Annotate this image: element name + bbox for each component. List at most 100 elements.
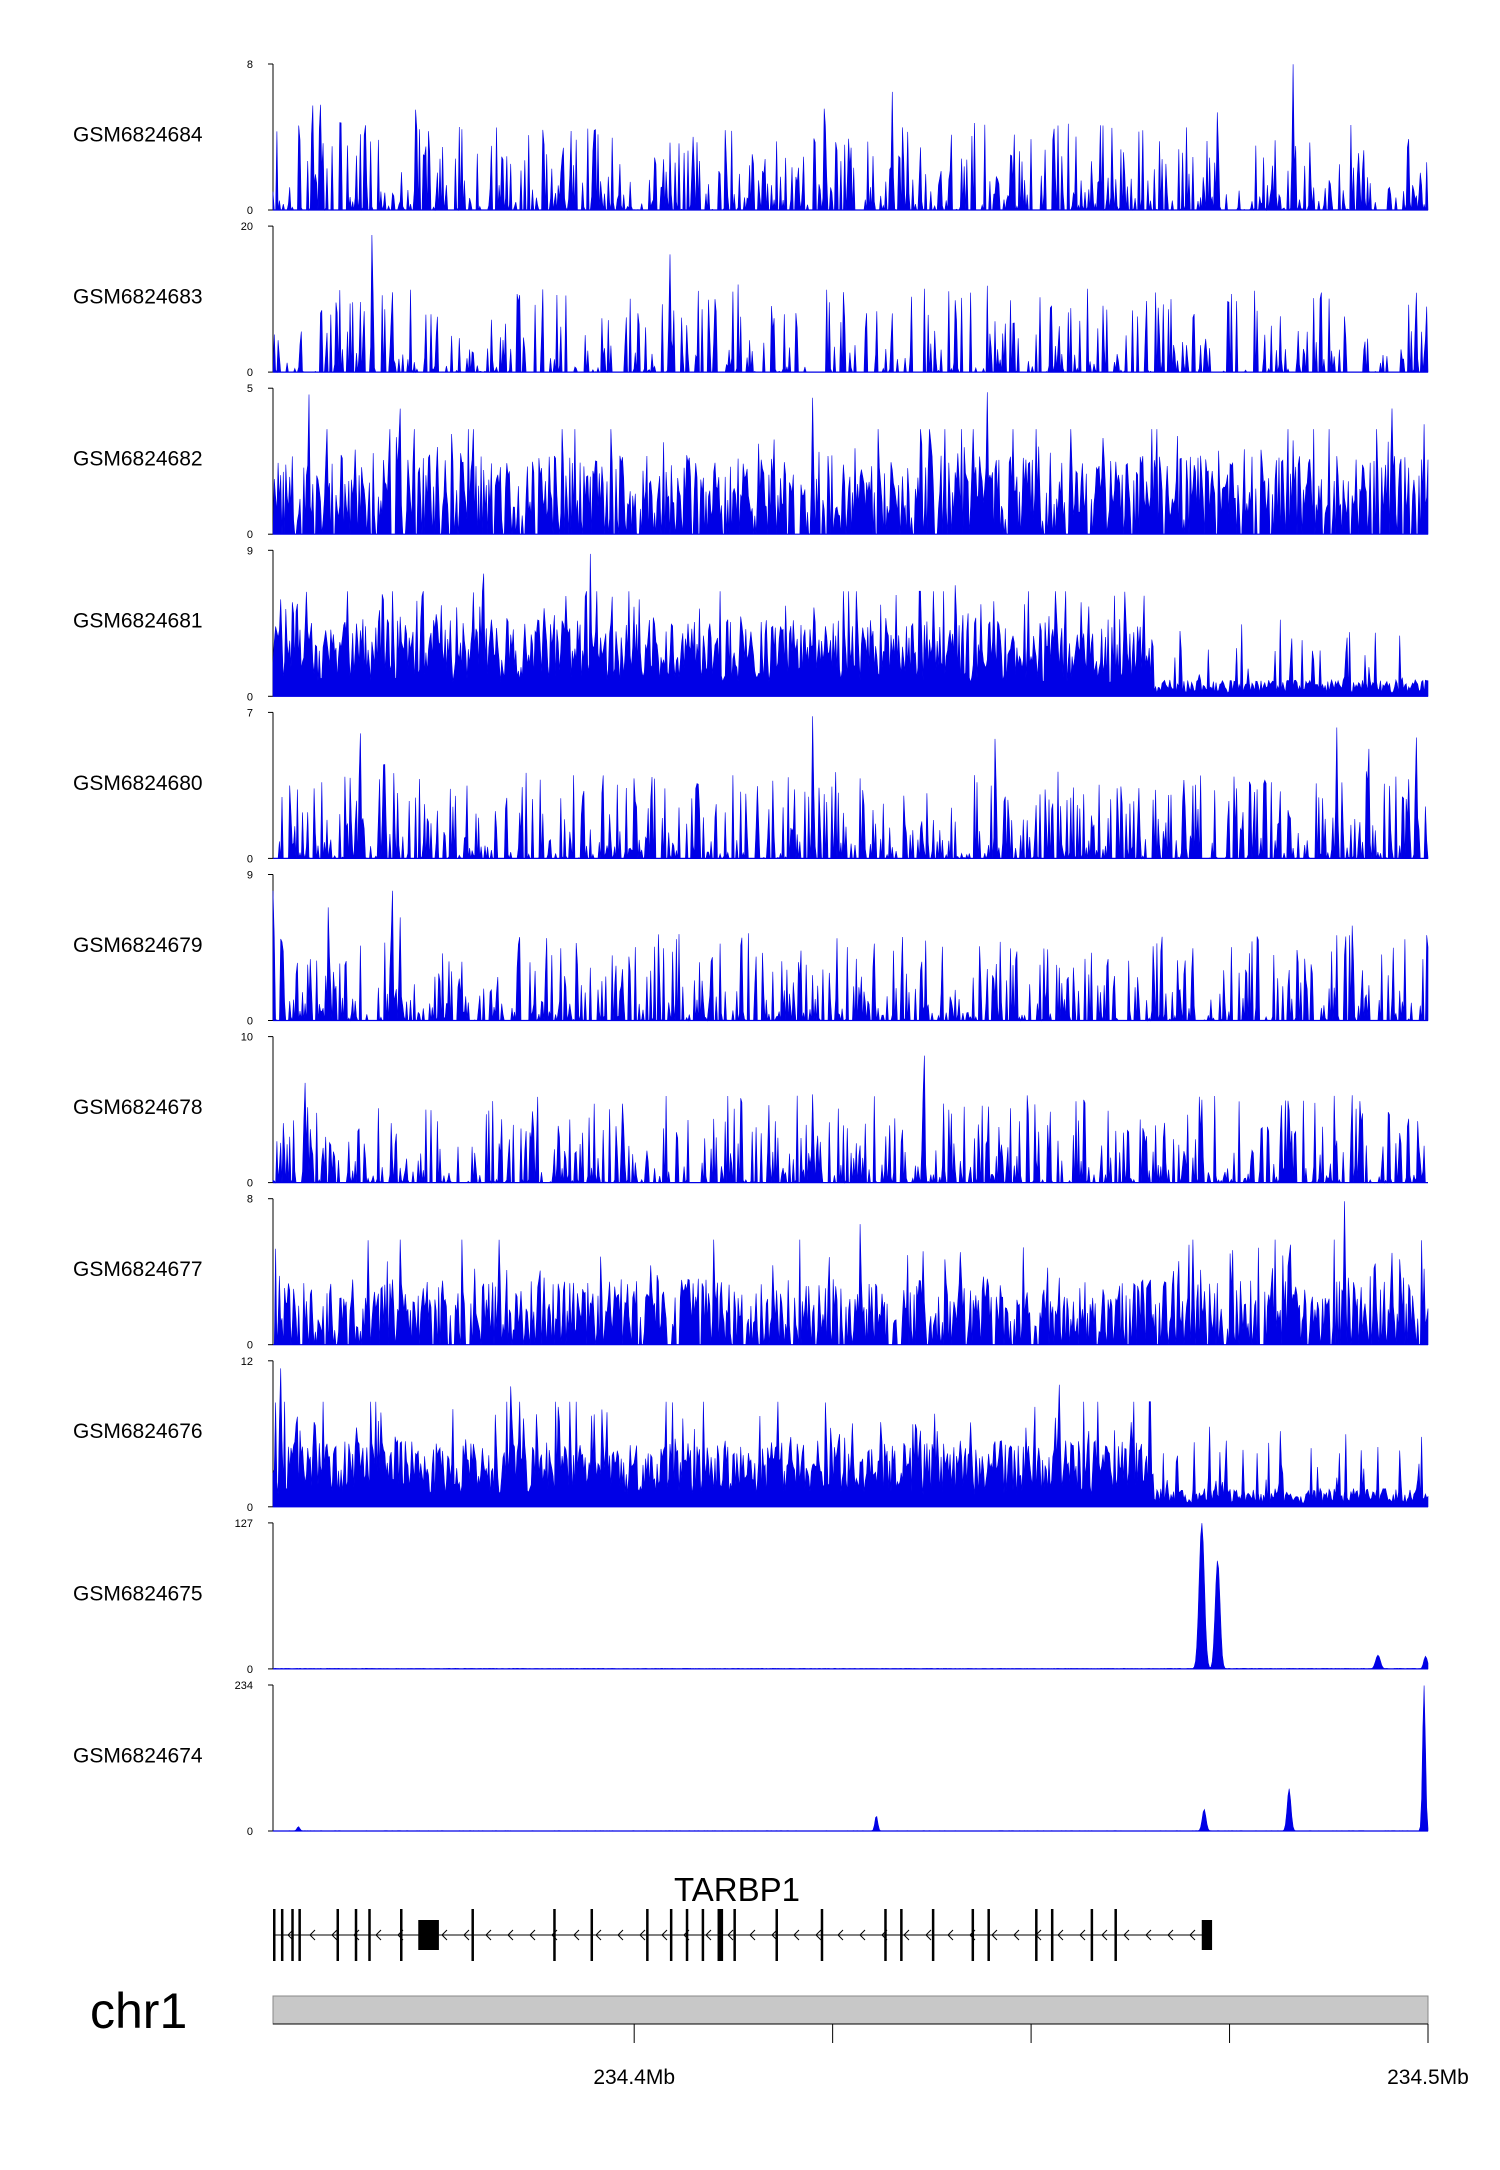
track-label: GSM6824683 <box>73 285 203 308</box>
track-label: GSM6824682 <box>73 448 203 471</box>
y-axis-max-label: 8 <box>247 59 253 71</box>
exon <box>820 1909 824 1961</box>
y-axis-min-label: 0 <box>247 1826 253 1838</box>
strand-arrow <box>639 1929 646 1941</box>
y-axis-max-label: 12 <box>241 1356 253 1368</box>
track-label: GSM6824684 <box>73 123 203 146</box>
track-label: GSM6824674 <box>73 1744 203 1767</box>
exon <box>1114 1909 1117 1961</box>
y-axis-min-label: 0 <box>247 529 253 541</box>
strand-arrow <box>771 1929 778 1941</box>
track-label: GSM6824677 <box>73 1258 203 1281</box>
exon <box>931 1909 935 1961</box>
exon <box>418 1920 439 1950</box>
strand-arrow <box>441 1929 448 1941</box>
exon <box>685 1909 689 1961</box>
track-GSM6824683: GSM6824683 20 0 <box>73 221 1429 379</box>
y-axis-min-label: 0 <box>247 1016 253 1028</box>
signal-area <box>272 553 1429 697</box>
strand-arrow <box>903 1929 910 1941</box>
strand-arrow <box>1145 1929 1152 1941</box>
signal-area <box>272 1055 1428 1184</box>
strand-arrow <box>1101 1929 1108 1941</box>
strand-arrow <box>309 1929 316 1941</box>
strand-arrow <box>331 1929 338 1941</box>
y-axis-min-label: 0 <box>247 853 253 865</box>
strand-arrow <box>837 1929 844 1941</box>
y-axis-max-label: 7 <box>247 707 253 719</box>
signal-area <box>272 234 1429 374</box>
exon <box>1090 1909 1094 1961</box>
exon <box>1201 1920 1213 1950</box>
chromosome-track: chr1 <box>90 1983 1429 2039</box>
strand-arrow <box>507 1929 514 1941</box>
track-GSM6824680: GSM6824680 7 0 <box>73 707 1429 865</box>
y-axis-min-label: 0 <box>247 1178 253 1190</box>
exon <box>280 1909 284 1961</box>
track-GSM6824677: GSM6824677 8 0 <box>73 1194 1429 1352</box>
track-label: GSM6824679 <box>73 934 203 957</box>
y-axis-min-label: 0 <box>247 1502 253 1514</box>
strand-arrow <box>749 1929 756 1941</box>
strand-arrow <box>485 1929 492 1941</box>
strand-arrow <box>727 1929 734 1941</box>
chromosome-ideogram <box>272 1995 1429 2025</box>
strand-arrow <box>1189 1929 1196 1941</box>
strand-arrow <box>815 1929 822 1941</box>
y-axis-max-label: 9 <box>247 545 253 557</box>
axis-tick-label: 234.5Mb <box>1387 2066 1469 2089</box>
track-GSM6824674: GSM6824674 234 0 <box>73 1680 1429 1838</box>
exon <box>717 1909 724 1961</box>
strand-arrow <box>1079 1929 1086 1941</box>
chromosome-label: chr1 <box>90 1983 187 2039</box>
strand-arrow <box>661 1929 668 1941</box>
exon <box>701 1909 705 1961</box>
exon <box>471 1909 474 1961</box>
exon <box>987 1909 990 1961</box>
strand-arrow <box>705 1929 712 1941</box>
strand-arrow <box>375 1929 382 1941</box>
genomic-axis: 234.4Mb 234.5Mb <box>273 2023 1469 2089</box>
y-axis-min-label: 0 <box>247 1664 253 1676</box>
track-GSM6824681: GSM6824681 9 0 <box>73 545 1429 703</box>
axis-tick-label: 234.4Mb <box>593 2066 675 2089</box>
track-GSM6824676: GSM6824676 12 0 <box>73 1356 1429 1514</box>
track-label: GSM6824678 <box>73 1096 203 1119</box>
y-axis-max-label: 10 <box>241 1032 253 1044</box>
y-axis-min-label: 0 <box>247 691 253 703</box>
signal-area <box>272 1368 1429 1508</box>
strand-arrow <box>1167 1929 1174 1941</box>
y-axis-max-label: 9 <box>247 870 253 882</box>
strand-arrow <box>595 1929 602 1941</box>
exon <box>1050 1909 1054 1961</box>
exon <box>291 1909 294 1961</box>
track-GSM6824679: GSM6824679 9 0 <box>73 870 1429 1028</box>
strand-arrow <box>463 1929 470 1941</box>
track-label: GSM6824681 <box>73 610 203 633</box>
y-axis-max-label: 127 <box>235 1518 253 1530</box>
exon <box>733 1909 736 1961</box>
track-GSM6824684: GSM6824684 8 0 <box>73 59 1429 217</box>
signal-area <box>273 1201 1429 1345</box>
exon <box>273 1909 276 1961</box>
track-GSM6824678: GSM6824678 10 0 <box>73 1032 1428 1190</box>
track-GSM6824682: GSM6824682 5 0 <box>73 383 1429 541</box>
signal-area <box>272 1685 1429 1832</box>
signal-area <box>272 392 1429 535</box>
y-axis-min-label: 0 <box>247 367 253 379</box>
exon <box>900 1909 903 1961</box>
signal-tracks: GSM682468480GSM6824683200GSM682468250GSM… <box>73 59 1429 1838</box>
signal-area <box>272 1523 1429 1670</box>
y-axis-max-label: 8 <box>247 1194 253 1206</box>
signal-area <box>272 890 1429 1022</box>
exon <box>971 1909 975 1961</box>
strand-arrow <box>617 1929 624 1941</box>
exon <box>354 1909 358 1961</box>
strand-arrow <box>1013 1929 1020 1941</box>
y-axis-min-label: 0 <box>247 205 253 217</box>
exon <box>669 1909 673 1961</box>
signal-area <box>272 64 1429 212</box>
strand-arrow <box>991 1929 998 1941</box>
strand-arrow <box>925 1929 932 1941</box>
